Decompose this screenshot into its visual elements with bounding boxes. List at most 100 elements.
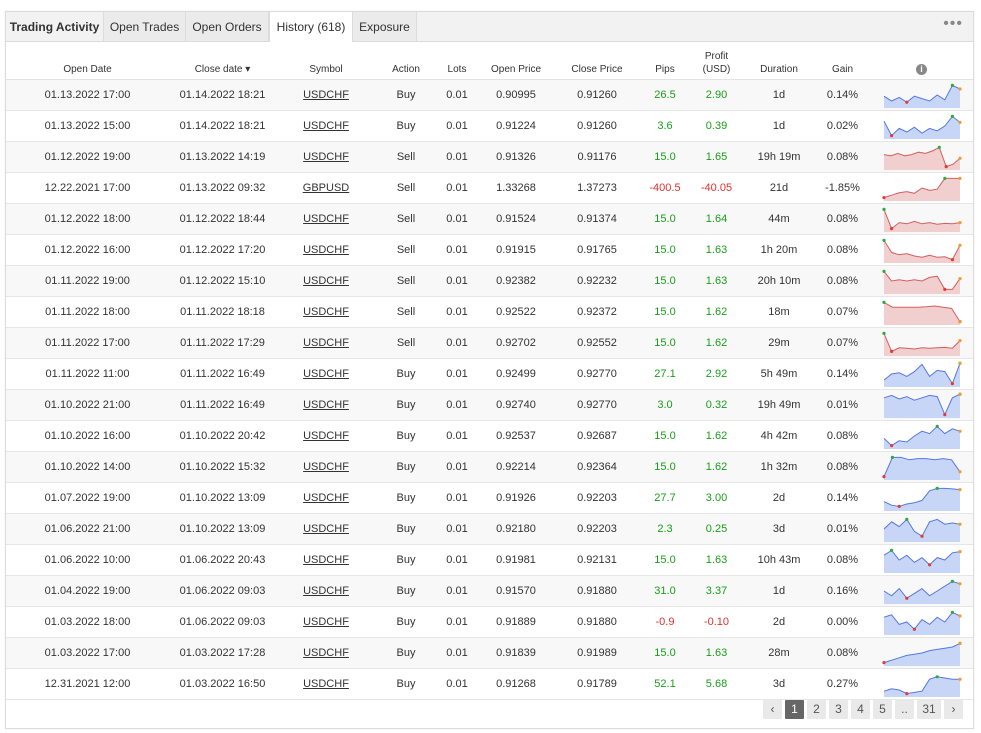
- cell-open-date: 01.12.2022 19:00: [6, 141, 169, 173]
- table-row: 01.12.2022 18:00 01.12.2022 18:44 USDCHF Se…: [6, 203, 973, 235]
- cell-duration: 1h 20m: [743, 234, 815, 266]
- col-pips[interactable]: Pips: [640, 42, 690, 80]
- sparkline-high-dot: [950, 83, 954, 87]
- sparkline-low-dot: [950, 382, 954, 386]
- cell-profit: 1.62: [690, 451, 743, 483]
- page-5[interactable]: 5: [873, 700, 892, 719]
- cell-symbol[interactable]: USDCHF: [276, 606, 376, 638]
- sparkline-high-dot: [942, 176, 946, 180]
- cell-close-date: 01.12.2022 18:44: [169, 203, 276, 235]
- cell-close-date: 01.12.2022 15:10: [169, 265, 276, 297]
- col-lots[interactable]: Lots: [436, 42, 478, 80]
- cell-lots: 0.01: [436, 420, 478, 452]
- sparkline-line: [883, 456, 960, 477]
- cell-sparkline: [870, 513, 973, 545]
- cell-open-date: 01.12.2022 16:00: [6, 234, 169, 266]
- sparkline-low-dot: [944, 165, 948, 169]
- page-1[interactable]: 1: [785, 700, 804, 719]
- cell-close-price: 0.92687: [554, 420, 640, 452]
- cell-symbol[interactable]: USDCHF: [276, 79, 376, 111]
- col-open-price[interactable]: Open Price: [478, 42, 554, 80]
- cell-sparkline: [870, 668, 973, 700]
- cell-symbol[interactable]: USDCHF: [276, 327, 376, 359]
- cell-open-date: 01.11.2022 17:00: [6, 327, 169, 359]
- cell-symbol[interactable]: USDCHF: [276, 358, 376, 390]
- tab-history[interactable]: History (618): [269, 12, 353, 42]
- cell-close-date: 01.10.2022 13:09: [169, 482, 276, 514]
- cell-symbol[interactable]: USDCHF: [276, 234, 376, 266]
- sparkline-area: [883, 271, 960, 294]
- col-action[interactable]: Action: [376, 42, 436, 80]
- cell-symbol[interactable]: USDCHF: [276, 141, 376, 173]
- cell-symbol[interactable]: USDCHF: [276, 544, 376, 576]
- col-close-date[interactable]: Close date ▾: [169, 42, 276, 80]
- cell-duration: 19h 19m: [743, 141, 815, 173]
- cell-open-price: 0.92537: [478, 420, 554, 452]
- cell-symbol[interactable]: USDCHF: [276, 265, 376, 297]
- sparkline-line: [883, 611, 960, 630]
- page-31[interactable]: 31: [917, 700, 941, 719]
- sparkline-line: [883, 333, 960, 353]
- cell-symbol[interactable]: USDCHF: [276, 203, 376, 235]
- cell-symbol[interactable]: USDCHF: [276, 110, 376, 142]
- cell-profit: 0.25: [690, 513, 743, 545]
- cell-sparkline: [870, 420, 973, 452]
- cell-close-price: 0.91176: [554, 141, 640, 173]
- tab-trading-activity[interactable]: Trading Activity: [6, 12, 104, 41]
- cell-action: Buy: [376, 637, 436, 669]
- col-duration[interactable]: Duration: [743, 42, 815, 80]
- table-header: Open Date Close date ▾ Symbol Action Lot…: [6, 42, 973, 80]
- cell-symbol[interactable]: USDCHF: [276, 389, 376, 421]
- page-4[interactable]: 4: [851, 700, 870, 719]
- col-close-price[interactable]: Close Price: [554, 42, 640, 80]
- cell-sparkline: [870, 327, 973, 359]
- sparkline-area: [883, 240, 960, 263]
- cell-duration: 5h 49m: [743, 358, 815, 390]
- col-symbol[interactable]: Symbol: [276, 42, 376, 80]
- cell-symbol[interactable]: USDCHF: [276, 513, 376, 545]
- sparkline-area: [883, 676, 960, 697]
- cell-symbol[interactable]: USDCHF: [276, 451, 376, 483]
- cell-pips: 15.0: [640, 544, 690, 576]
- sparkline-high-dot: [881, 269, 886, 273]
- cell-sparkline: [870, 234, 973, 266]
- cell-symbol[interactable]: GBPUSD: [276, 172, 376, 204]
- cell-profit: 1.63: [690, 234, 743, 266]
- cell-action: Sell: [376, 234, 436, 266]
- cell-pips: 27.1: [640, 358, 690, 390]
- tab-exposure[interactable]: Exposure: [353, 12, 417, 41]
- cell-symbol[interactable]: USDCHF: [276, 668, 376, 700]
- more-options-icon[interactable]: •••: [943, 15, 963, 32]
- col-gain[interactable]: Gain: [815, 42, 870, 80]
- cell-action: Buy: [376, 668, 436, 700]
- cell-symbol[interactable]: USDCHF: [276, 420, 376, 452]
- trading-activity-panel: Trading Activity Open Trades Open Orders…: [5, 11, 974, 729]
- sparkline-line: [883, 393, 960, 416]
- cell-duration: 29m: [743, 327, 815, 359]
- cell-symbol[interactable]: USDCHF: [276, 482, 376, 514]
- cell-gain: -1.85%: [815, 172, 870, 204]
- cell-symbol[interactable]: USDCHF: [276, 296, 376, 328]
- sparkline-high-dot: [904, 517, 908, 521]
- next-page-icon[interactable]: ›: [944, 700, 963, 719]
- page-3[interactable]: 3: [829, 700, 848, 719]
- cell-pips: -400.5: [640, 172, 690, 204]
- cell-symbol[interactable]: USDCHF: [276, 575, 376, 607]
- info-icon[interactable]: i: [916, 64, 927, 75]
- cell-pips: 15.0: [640, 234, 690, 266]
- cell-symbol[interactable]: USDCHF: [276, 637, 376, 669]
- col-open-date[interactable]: Open Date: [6, 42, 169, 80]
- page-2[interactable]: 2: [807, 700, 826, 719]
- prev-page-icon[interactable]: ‹: [763, 700, 782, 719]
- tab-open-trades[interactable]: Open Trades: [104, 12, 186, 41]
- cell-duration: 3d: [743, 513, 815, 545]
- cell-sparkline: [870, 358, 973, 390]
- cell-lots: 0.01: [436, 203, 478, 235]
- sparkline-low-dot: [881, 661, 886, 665]
- trade-sparkline: [883, 145, 962, 170]
- sparkline-line: [883, 580, 960, 599]
- col-profit[interactable]: Profit (USD): [690, 42, 743, 80]
- cell-profit: 1.62: [690, 327, 743, 359]
- cell-lots: 0.01: [436, 141, 478, 173]
- tab-open-orders[interactable]: Open Orders: [186, 12, 269, 41]
